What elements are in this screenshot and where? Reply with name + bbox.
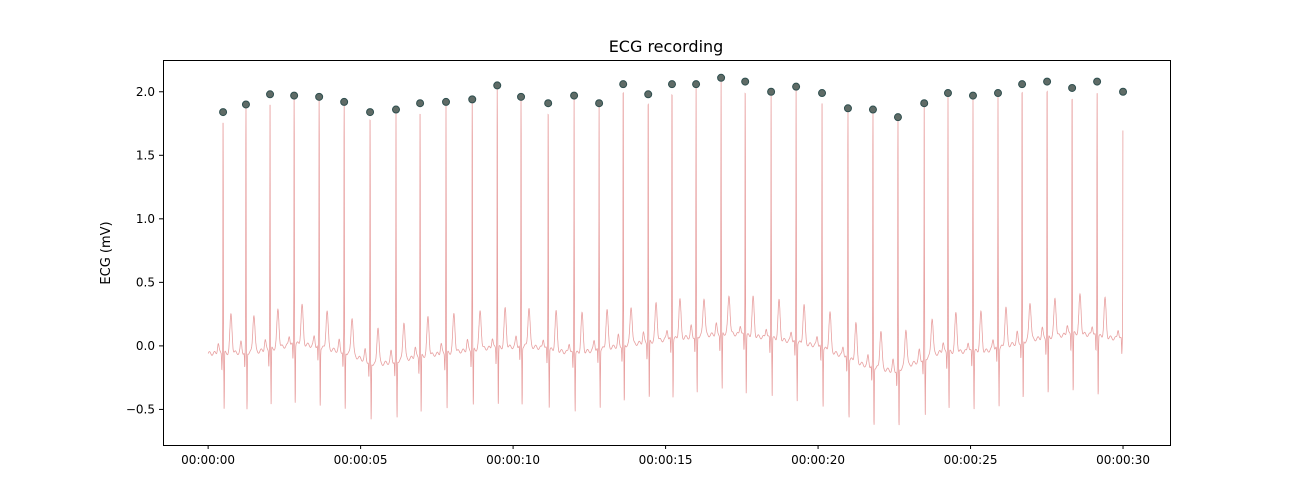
r-peak-marker	[968, 91, 977, 100]
r-peak-marker	[416, 99, 425, 108]
r-peak-marker	[868, 105, 877, 114]
r-peak-marker	[570, 91, 579, 100]
y-axis-label: ECG (mV)	[99, 221, 114, 284]
ecg-signal-line	[207, 77, 1124, 426]
x-tick-label: 00:00:15	[639, 453, 693, 467]
r-peak-marker	[619, 80, 628, 89]
y-tick-label: 0.5	[136, 275, 155, 289]
r-peak-marker	[692, 80, 701, 89]
r-peak-marker	[818, 89, 827, 98]
r-peak-marker	[391, 105, 400, 114]
r-peak-marker	[741, 77, 750, 86]
r-peak-marker	[717, 73, 726, 82]
r-peak-marker	[340, 97, 349, 106]
r-peak-marker	[595, 99, 604, 108]
r-peak-marker	[468, 95, 477, 104]
y-tick-label: 2.0	[136, 85, 155, 99]
r-peak-marker	[1043, 77, 1052, 86]
r-peak-marker	[442, 97, 451, 106]
r-peak-marker	[266, 90, 275, 99]
x-tick-label: 00:00:25	[944, 453, 998, 467]
r-peak-marker	[315, 92, 324, 101]
x-tick-label: 00:00:10	[486, 453, 540, 467]
r-peak-marker	[1068, 83, 1077, 92]
r-peak-marker	[993, 89, 1002, 98]
y-tick-label: 1.0	[136, 212, 155, 226]
x-tick-label: 00:00:05	[334, 453, 388, 467]
r-peak-marker	[843, 104, 852, 113]
r-peak-marker	[920, 99, 929, 108]
r-peak-marker	[667, 80, 676, 89]
r-peak-marker	[1119, 87, 1128, 96]
x-tick-label: 00:00:20	[791, 453, 845, 467]
y-tick-label: 1.5	[136, 148, 155, 162]
r-peak-marker	[1018, 80, 1027, 89]
r-peak-marker	[792, 82, 801, 91]
r-peak-marker	[943, 89, 952, 98]
y-tick-label: −0.5	[126, 402, 155, 416]
x-tick-label: 00:00:30	[1096, 453, 1150, 467]
r-peak-marker	[1093, 77, 1102, 86]
r-peak-marker	[493, 81, 502, 90]
x-tick-label: 00:00:00	[181, 453, 235, 467]
y-tick-label: 0.0	[136, 339, 155, 353]
r-peak-marker	[644, 90, 653, 99]
plot-frame	[163, 60, 1171, 446]
r-peak-marker	[767, 87, 776, 96]
r-peak-marker	[241, 100, 250, 109]
r-peak-marker	[544, 99, 553, 108]
r-peak-marker	[219, 108, 228, 117]
chart-title: ECG recording	[609, 37, 724, 56]
r-peak-marker	[366, 108, 375, 117]
r-peak-marker	[517, 92, 526, 101]
r-peak-marker	[290, 91, 299, 100]
r-peak-marker	[893, 113, 902, 122]
